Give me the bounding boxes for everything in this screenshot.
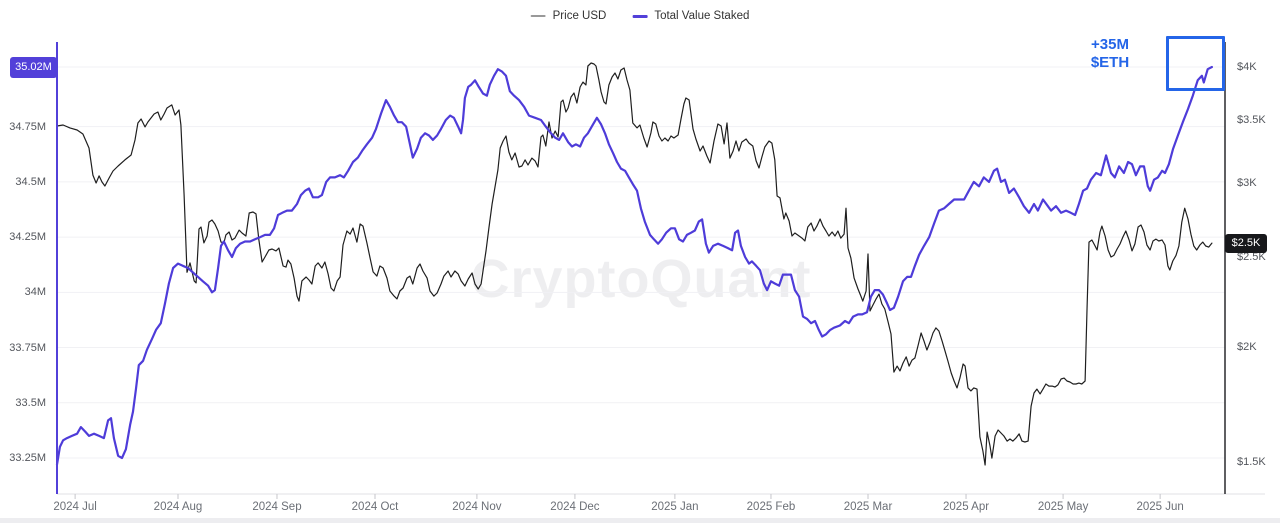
x-axis-tick-label: 2024 Nov [452,501,502,513]
right-axis-tick-label: $3.5K [1237,114,1266,126]
left-axis-tick-label: 33.5M [15,396,46,409]
x-axis-tick-label: 2024 Jul [53,501,97,513]
current-staked-badge: 35.02M [10,56,57,78]
legend-label-staked: Total Value Staked [654,10,750,22]
x-axis-tick-label: 2025 Jun [1136,501,1184,513]
series-total-value-staked[interactable] [55,65,1214,466]
left-axis-tick-label: 34M [24,286,46,299]
x-axis-tick-label: 2025 Mar [843,501,893,513]
left-axis-tick-label: 33.25M [9,451,46,464]
right-axis-tick-label: $2K [1237,341,1257,353]
legend: Price USD Total Value Staked [530,10,749,22]
staked-line-swatch [632,14,648,18]
x-axis-tick-label: 2025 Jan [651,501,699,513]
right-axis-tick-label: $1.5K [1237,456,1266,468]
left-axis-tick-label: 34.25M [9,231,46,244]
series-price-usd[interactable] [56,62,1213,466]
legend-item-price[interactable]: Price USD [530,10,607,22]
annotation-line2: $ETH [1090,54,1130,71]
bottom-scrollbar-strip[interactable] [0,518,1280,523]
right-axis-tick-label: $3K [1237,177,1257,189]
x-axis-tick-label: 2024 Aug [153,501,203,513]
left-axis-tick-label: 34.5M [15,175,46,188]
watermark: CryptoQuant [470,249,812,309]
x-axis-tick-label: 2024 Sep [252,501,302,513]
annotation-text: +35M $ETH [1078,36,1142,72]
x-axis-tick-label: 2025 Feb [746,501,796,513]
annotation-highlight-box[interactable] [1166,36,1225,91]
price-line-swatch [530,15,546,17]
x-axis-tick-label: 2024 Oct [351,501,399,513]
legend-item-staked[interactable]: Total Value Staked [632,10,749,22]
x-axis-tick-label: 2025 Apr [943,501,990,513]
x-axis-tick-label: 2024 Dec [550,501,600,513]
right-axis-tick-label: $2.5K [1237,251,1266,263]
annotation-line1: +35M [1091,36,1129,53]
current-price-badge: $2.5K [1225,233,1267,253]
legend-label-price: Price USD [552,10,607,22]
right-axis-tick-label: $4K [1237,61,1257,73]
left-axis-tick-label: 34.75M [9,120,46,133]
left-axis-tick-label: 33.75M [9,341,46,354]
x-axis-tick-label: 2025 May [1037,501,1089,513]
